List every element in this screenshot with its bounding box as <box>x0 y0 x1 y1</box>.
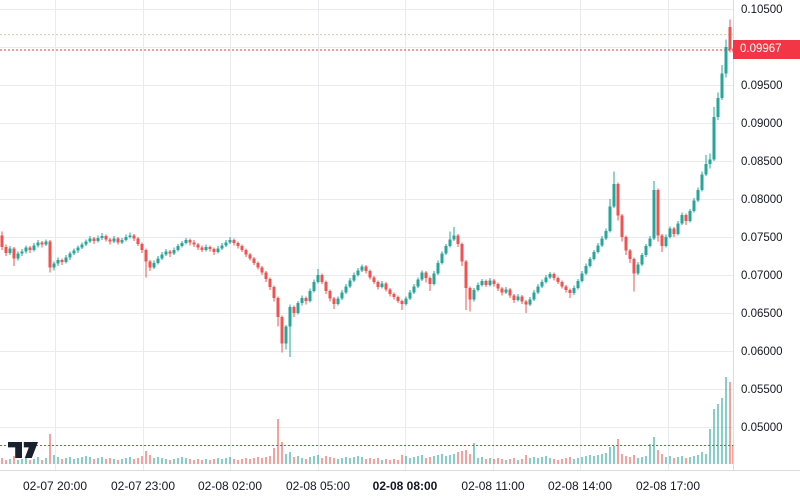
last-price-badge: 0.09967 <box>733 40 800 59</box>
volume-bars <box>1 377 734 464</box>
candles <box>0 19 734 358</box>
price-axis[interactable]: 0.10500 0.09500 0.09000 0.08500 0.08000 0.075… <box>741 4 783 434</box>
time-tick-label: 02-08 02:00 <box>198 479 262 493</box>
time-tick-label: 02-08 14:00 <box>548 479 612 493</box>
price-tick-label: 0.07500 <box>741 232 783 244</box>
tv-logo-glyph-v <box>23 442 38 458</box>
last-price-badge-value: 0.09967 <box>740 43 782 55</box>
tv-logo-glyph-1 <box>8 442 22 458</box>
time-axis[interactable]: 02-07 20:00 02-07 23:00 02-08 02:00 02-08 0… <box>23 479 700 493</box>
time-tick-label: 02-08 05:00 <box>286 479 350 493</box>
tradingview-logo[interactable] <box>8 441 40 462</box>
price-tick-label: 0.09000 <box>741 118 783 130</box>
time-tick-label: 02-08 17:00 <box>636 479 700 493</box>
axis-borders <box>0 0 800 471</box>
price-tick-label: 0.10500 <box>741 4 783 16</box>
price-tick-label: 0.07000 <box>741 270 783 282</box>
price-tick-label: 0.06500 <box>741 308 783 320</box>
time-tick-label: 02-08 11:00 <box>461 479 524 493</box>
time-tick-label: 02-07 23:00 <box>111 479 175 493</box>
price-tick-label: 0.05500 <box>741 384 783 396</box>
price-tick-label: 0.08500 <box>741 156 783 168</box>
price-tick-label: 0.06000 <box>741 346 783 358</box>
price-tick-label: 0.08000 <box>741 194 783 206</box>
time-tick-label: 02-07 20:00 <box>23 479 87 493</box>
price-tick-label: 0.05000 <box>741 422 783 434</box>
price-tick-label: 0.09500 <box>741 80 783 92</box>
time-tick-label: 02-08 08:00 <box>373 479 438 493</box>
grid-lines <box>0 0 733 470</box>
